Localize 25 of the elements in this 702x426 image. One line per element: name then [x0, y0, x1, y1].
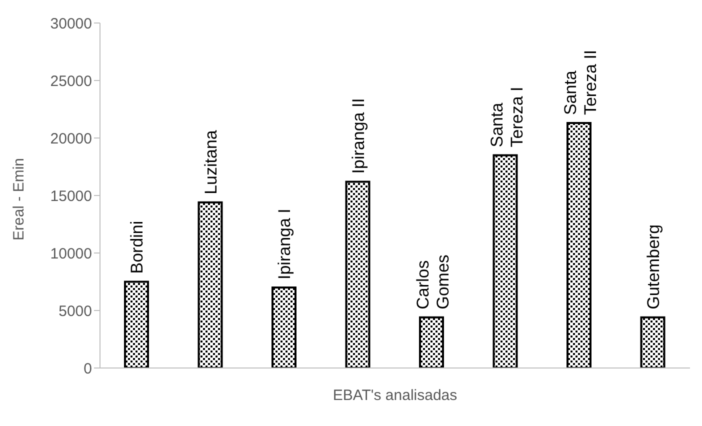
bar: [419, 316, 444, 368]
y-tick-label: 25000: [50, 72, 92, 90]
y-tick-label: 30000: [50, 15, 92, 32]
x-tick-label: Luzitana: [201, 130, 220, 194]
bar: [198, 201, 223, 368]
y-tick-label: 15000: [50, 188, 92, 205]
x-tick-label: Carlos Gomes: [414, 254, 452, 310]
y-tick-label: 5000: [58, 302, 92, 320]
bar: [566, 122, 592, 368]
bar: [640, 316, 666, 368]
y-tick-label: 0: [84, 360, 92, 378]
x-tick-label: Bordini: [128, 220, 146, 274]
bar: [124, 280, 149, 368]
y-tick-label: 10000: [50, 245, 92, 262]
bar: [492, 154, 518, 368]
x-axis-title: EBAT's analisadas: [332, 387, 458, 404]
x-tick-label: Gutemberg: [644, 224, 663, 310]
y-axis-title: Ereal - Emin: [10, 158, 28, 240]
y-tick-label: 20000: [50, 130, 92, 148]
bar: [345, 180, 370, 368]
bar: [272, 286, 296, 368]
x-tick-label: Santa Tereza II: [561, 50, 600, 116]
x-tick-label: Ipiranga I: [275, 208, 294, 280]
x-tick-label: Ipiranga II: [348, 98, 368, 174]
x-tick-label: Santa Tereza I: [487, 86, 526, 148]
